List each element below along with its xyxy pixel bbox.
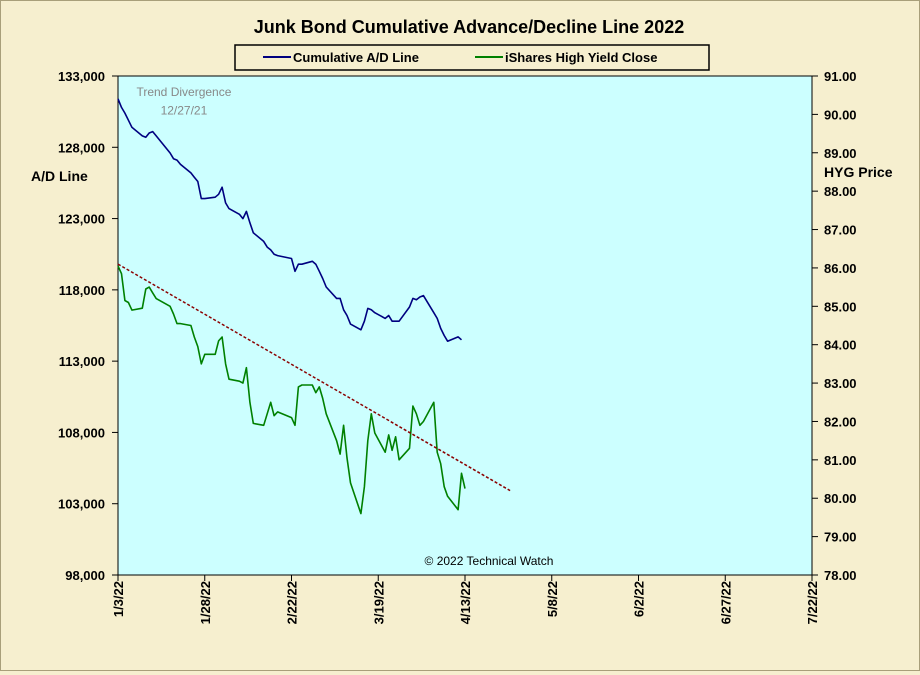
y-axis-left-ticks: 98,000 103,000 108,000 113,000 118,000 123,00…: [58, 69, 118, 583]
y-right-tick-label: 85.00: [824, 299, 857, 314]
trend-line: [117, 263, 511, 492]
annotation-layer: Trend Divergence 12/27/21: [136, 85, 231, 118]
legend: Cumulative A/D Line iShares High Yield C…: [234, 44, 710, 71]
x-tick-label: 1/28/22: [198, 581, 213, 624]
y-right-tick-label: 79.00: [824, 530, 857, 545]
y-right-tick-label: 90.00: [824, 107, 857, 122]
y-left-tick-label: 108,000: [58, 425, 105, 440]
legend-box: [234, 44, 710, 71]
hyg-series: [117, 265, 466, 515]
y-left-tick-label: 113,000: [59, 354, 105, 369]
y-left-tick-label: 103,000: [58, 497, 105, 512]
x-tick-label: 6/27/22: [718, 581, 733, 624]
y-left-tick-label: 133,000: [58, 69, 105, 84]
trend-annotation-text: Trend Divergence: [136, 85, 231, 99]
y-right-tick-label: 78.00: [824, 568, 857, 583]
x-tick-label: 4/13/22: [458, 581, 473, 624]
y-right-tick-label: 89.00: [824, 146, 857, 161]
y-right-tick-label: 87.00: [824, 223, 857, 238]
legend-label-hyg: iShares High Yield Close: [505, 50, 657, 65]
credit-text: © 2022 Technical Watch: [425, 554, 554, 568]
ad-line-series: [117, 98, 463, 343]
y-right-tick-label: 81.00: [824, 453, 857, 468]
chart-title: Junk Bond Cumulative Advance/Decline Lin…: [254, 17, 684, 37]
y-axis-left-label: A/D Line: [31, 168, 88, 184]
x-tick-label: 1/3/22: [111, 581, 126, 617]
y-left-tick-label: 118,000: [59, 283, 105, 298]
y-right-tick-label: 84.00: [824, 338, 857, 353]
y-right-tick-label: 91.00: [824, 69, 857, 84]
trend-annotation-text: 12/27/21: [161, 103, 208, 117]
y-right-tick-label: 86.00: [824, 261, 857, 276]
y-right-tick-label: 82.00: [824, 414, 857, 429]
y-axis-right-label: HYG Price: [824, 164, 893, 180]
x-tick-label: 5/8/22: [545, 581, 560, 617]
series-layer: [117, 98, 511, 515]
y-left-tick-label: 98,000: [65, 568, 105, 583]
y-right-tick-label: 80.00: [824, 491, 857, 506]
legend-label-ad: Cumulative A/D Line: [293, 50, 419, 65]
x-tick-label: 6/2/22: [632, 581, 647, 617]
y-right-tick-label: 83.00: [824, 376, 857, 391]
y-left-tick-label: 123,000: [58, 212, 105, 227]
x-tick-label: 7/22/22: [805, 581, 820, 624]
y-left-tick-label: 128,000: [58, 140, 105, 155]
y-axis-right-ticks: 78.00 79.00 80.00 81.00 82.00 83.00 84.00 85.00…: [812, 69, 857, 583]
x-tick-label: 3/19/22: [371, 581, 386, 624]
x-axis-ticks: 1/3/22 1/28/22 2/22/22 3/19/22 4/13/22 5/8/22…: [111, 575, 820, 624]
x-tick-label: 2/22/22: [285, 581, 300, 624]
y-right-tick-label: 88.00: [824, 184, 857, 199]
plot-area: [117, 75, 813, 576]
